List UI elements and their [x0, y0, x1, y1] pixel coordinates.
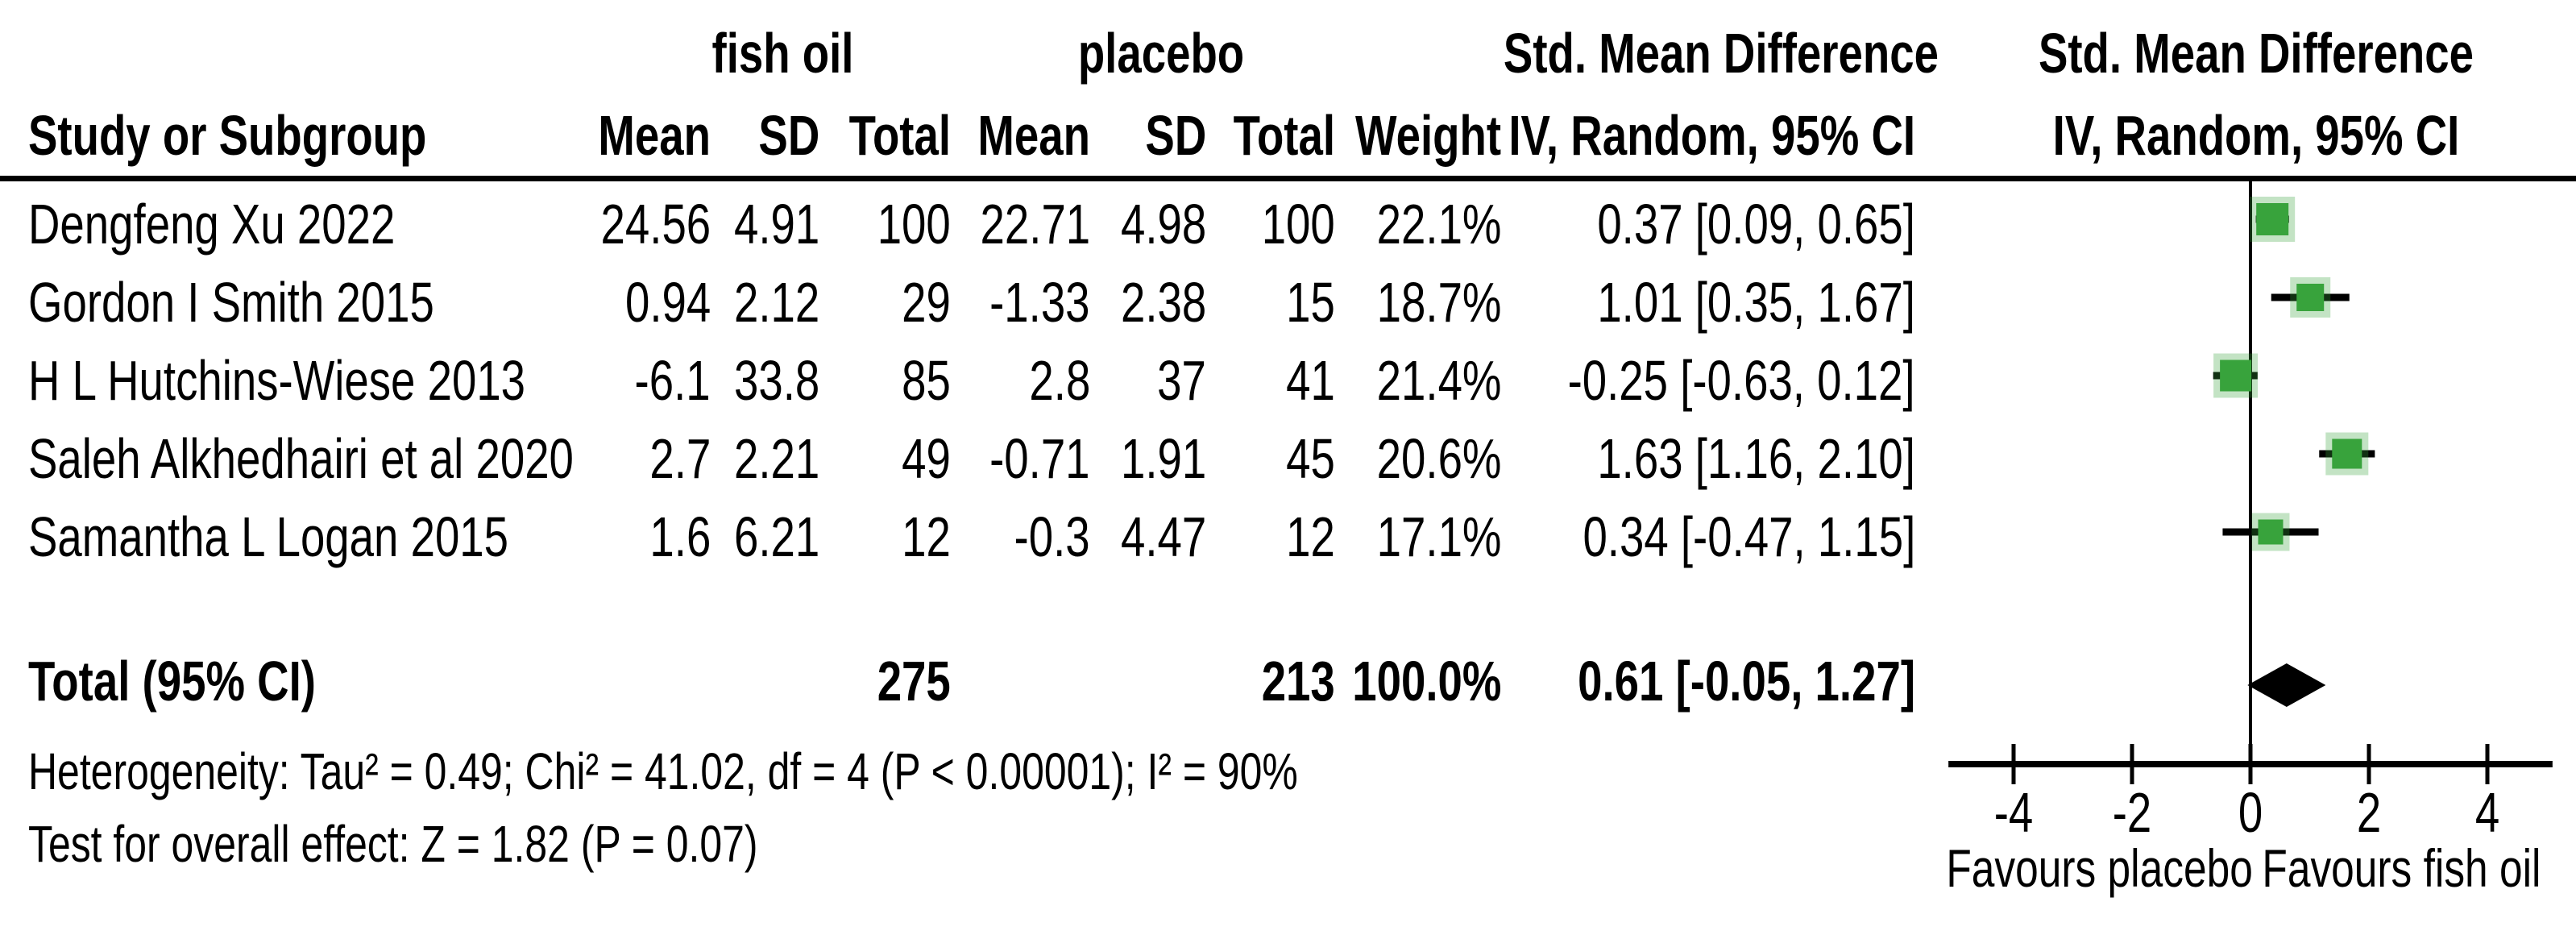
- col-header-pl-sd: SD: [1145, 104, 1206, 167]
- study-pl-sd: 2.38: [1120, 271, 1206, 334]
- study-fo-total: 29: [902, 271, 951, 334]
- study-weight: 20.6%: [1376, 427, 1501, 490]
- study-name: H L Hutchins-Wiese 2013: [28, 349, 526, 412]
- study-pl-sd: 1.91: [1120, 427, 1206, 490]
- overall-effect-note: Test for overall effect: Z = 1.82 (P = 0…: [28, 815, 758, 873]
- study-marker: [2258, 519, 2284, 545]
- study-pl-mean: -0.3: [1014, 505, 1090, 568]
- axis-tick-label: 0: [2238, 782, 2263, 845]
- total-ci-label: 0.61 [-0.05, 1.27]: [1578, 650, 1915, 713]
- study-fo-mean: 2.7: [649, 427, 711, 490]
- study-weight: 21.4%: [1376, 349, 1501, 412]
- study-pl-mean: -0.71: [989, 427, 1090, 490]
- study-fo-sd: 2.12: [733, 271, 819, 334]
- study-marker: [2256, 203, 2289, 235]
- axis-tick-label: 2: [2357, 782, 2381, 845]
- col-header-fo-total: Total: [848, 104, 951, 167]
- study-pl-mean: -1.33: [989, 271, 1090, 334]
- total-fo-total: 275: [877, 650, 951, 713]
- study-weight: 18.7%: [1376, 271, 1501, 334]
- total-weight: 100.0%: [1351, 650, 1501, 713]
- study-fo-mean: -6.1: [634, 349, 711, 412]
- col-header-pl-mean: Mean: [977, 104, 1090, 167]
- study-fo-total: 49: [902, 427, 951, 490]
- col-header-ci-text: IV, Random, 95% CI: [1508, 104, 1915, 167]
- study-pl-sd: 37: [1157, 349, 1206, 412]
- study-pl-total: 100: [1261, 193, 1335, 256]
- study-pl-total: 41: [1286, 349, 1335, 412]
- study-fo-mean: 1.6: [649, 505, 711, 568]
- axis-tick-label: -2: [2113, 782, 2152, 845]
- col-header-fo-mean: Mean: [598, 104, 711, 167]
- study-ci-label: 0.37 [0.09, 0.65]: [1597, 193, 1915, 256]
- group-header-fish-oil: fish oil: [711, 22, 854, 85]
- study-ci-label: 0.34 [-0.47, 1.15]: [1583, 505, 1915, 568]
- col-header-pl-total: Total: [1233, 104, 1335, 167]
- study-pl-mean: 22.71: [980, 193, 1090, 256]
- study-weight: 22.1%: [1376, 193, 1501, 256]
- study-weight: 17.1%: [1376, 505, 1501, 568]
- smd-header-text-column: Std. Mean Difference: [1503, 22, 1939, 85]
- study-fo-sd: 33.8: [733, 349, 819, 412]
- study-fo-sd: 4.91: [733, 193, 819, 256]
- study-pl-total: 45: [1286, 427, 1335, 490]
- study-name: Gordon I Smith 2015: [28, 271, 434, 334]
- total-pl-total: 213: [1261, 650, 1335, 713]
- total-label: Total (95% CI): [28, 650, 316, 713]
- heterogeneity-note: Heterogeneity: Tau² = 0.49; Chi² = 41.02…: [28, 742, 1298, 800]
- study-ci-label: -0.25 [-0.63, 0.12]: [1567, 349, 1915, 412]
- study-marker: [2296, 284, 2325, 311]
- study-marker: [2220, 359, 2252, 392]
- study-fo-sd: 2.21: [733, 427, 819, 490]
- col-header-weight: Weight: [1355, 104, 1501, 167]
- col-header-fo-sd: SD: [758, 104, 819, 167]
- col-header-study: Study or Subgroup: [28, 104, 427, 167]
- study-marker: [2332, 438, 2362, 469]
- study-fo-mean: 0.94: [624, 271, 711, 334]
- study-pl-sd: 4.47: [1120, 505, 1206, 568]
- axis-tick-label: 4: [2475, 782, 2499, 845]
- study-fo-mean: 24.56: [600, 193, 711, 256]
- study-name: Dengfeng Xu 2022: [28, 193, 396, 256]
- favours-left-label: Favours placebo: [1946, 838, 2253, 899]
- study-pl-sd: 4.98: [1120, 193, 1206, 256]
- study-fo-total: 100: [877, 193, 951, 256]
- favours-right-label: Favours fish oil: [2262, 838, 2541, 899]
- study-pl-total: 15: [1286, 271, 1335, 334]
- study-pl-mean: 2.8: [1029, 349, 1090, 412]
- study-ci-label: 1.63 [1.16, 2.10]: [1597, 427, 1915, 490]
- study-fo-total: 12: [902, 505, 951, 568]
- total-diamond: [2247, 663, 2326, 707]
- study-name: Samantha L Logan 2015: [28, 505, 509, 568]
- group-header-placebo: placebo: [1077, 22, 1245, 85]
- study-pl-total: 12: [1286, 505, 1335, 568]
- axis-tick-label: -4: [1994, 782, 2034, 845]
- study-ci-label: 1.01 [0.35, 1.67]: [1597, 271, 1915, 334]
- smd-header-plot-column: Std. Mean Difference: [2038, 22, 2474, 85]
- study-fo-sd: 6.21: [733, 505, 819, 568]
- study-name: Saleh Alkhedhairi et al 2020: [28, 427, 574, 490]
- study-fo-total: 85: [902, 349, 951, 412]
- col-header-ci-plot: IV, Random, 95% CI: [2052, 104, 2460, 167]
- header-separator-line: [0, 176, 2576, 181]
